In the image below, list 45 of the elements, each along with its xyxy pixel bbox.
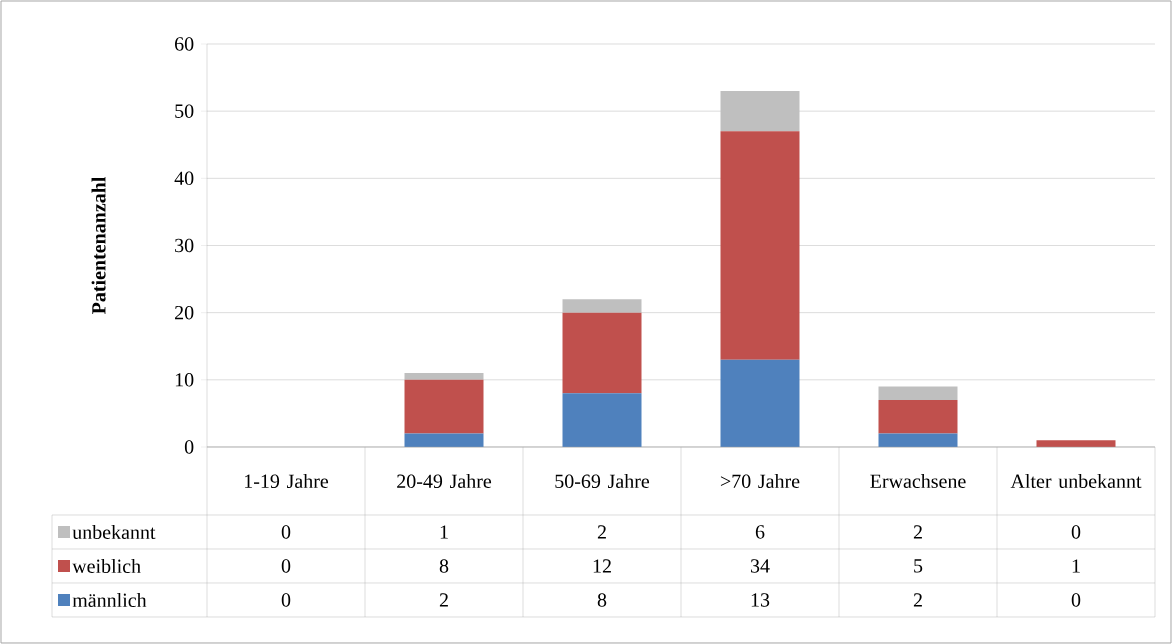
data-label: 2: [439, 593, 448, 607]
bar: [562, 299, 642, 313]
bar: [562, 312, 642, 394]
y-tick-label: 20: [175, 305, 194, 320]
data-label: 0: [281, 525, 291, 539]
y-tick-label: 30: [175, 238, 194, 253]
data-label: 8: [597, 593, 607, 607]
bar: [878, 399, 958, 434]
bar: [878, 386, 958, 400]
data-label: 2: [913, 525, 922, 539]
legend-label: weiblich: [72, 558, 141, 574]
bar: [720, 131, 800, 360]
y-tick-label: 50: [175, 104, 194, 118]
data-label: 0: [1071, 525, 1081, 539]
data-label: 2: [913, 593, 922, 607]
legend-label: männlich: [72, 592, 147, 608]
x-tick-label: 1-19 Jahre: [245, 473, 329, 489]
data-label: 0: [281, 593, 291, 607]
data-label: 0: [281, 559, 291, 573]
x-tick-label: >70 Jahre: [720, 473, 800, 489]
y-tick-label: 40: [174, 171, 194, 186]
legend-label: unbekannt: [72, 524, 156, 540]
y-tick-label: 0: [184, 440, 194, 454]
bar: [562, 393, 642, 447]
x-tick-label: Alter unbekannt: [1010, 473, 1142, 489]
data-label: 0: [1071, 593, 1081, 607]
y-tick-label: 60: [175, 37, 194, 51]
data-label: 6: [755, 525, 765, 539]
x-tick-label: Erwachsene: [870, 473, 966, 489]
data-label: 13: [751, 593, 770, 607]
data-label: 2: [597, 525, 606, 539]
data-label: 1: [1072, 559, 1080, 573]
bar: [404, 373, 484, 380]
x-tick-label: 20-49 Jahre: [397, 473, 492, 489]
bar: [720, 91, 800, 132]
data-label: 34: [750, 559, 770, 573]
y-axis-title: Patientenanzahl: [91, 176, 106, 315]
bar: [404, 379, 484, 434]
data-label: 12: [593, 559, 611, 573]
data-label: 1: [440, 525, 448, 539]
data-label: 5: [914, 559, 923, 573]
bar: [720, 359, 800, 447]
y-tick-label: 10: [175, 373, 194, 387]
data-label: 8: [439, 559, 449, 573]
x-tick-label: 50-69 Jahre: [555, 473, 650, 489]
